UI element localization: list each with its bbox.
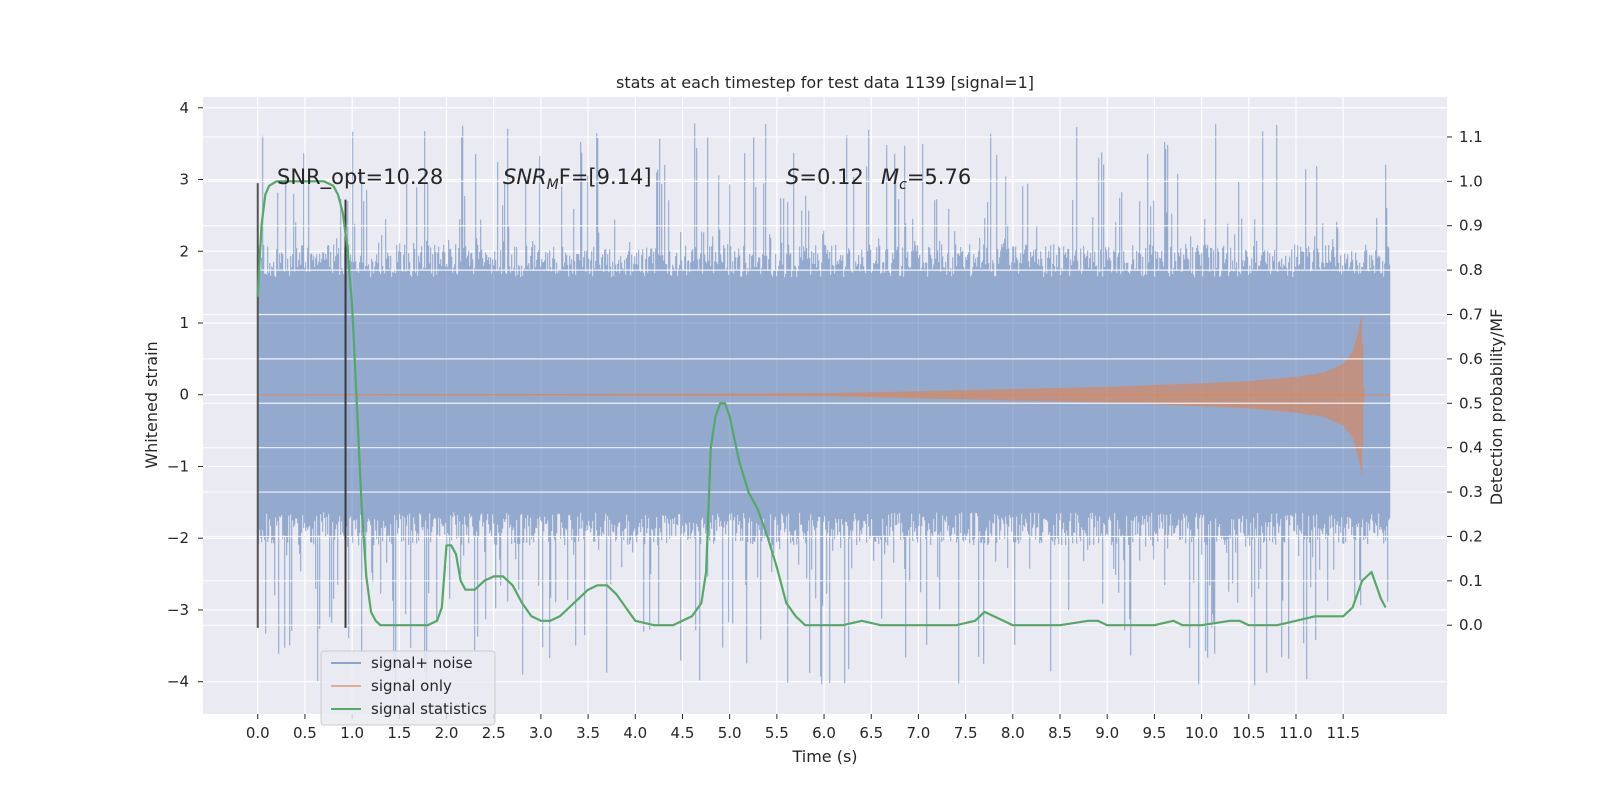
y-left-tick-label: 1	[179, 314, 189, 332]
x-tick-label: 7.5	[954, 724, 978, 742]
y-right-tick-label: 0.7	[1459, 306, 1483, 324]
x-tick-label: 11.5	[1326, 724, 1359, 742]
chart-title: stats at each timestep for test data 113…	[616, 73, 1034, 92]
x-tick-label: 10.0	[1185, 724, 1218, 742]
x-tick-label: 1.0	[340, 724, 364, 742]
x-tick-label: 10.5	[1232, 724, 1265, 742]
y-left-tick-label: 4	[179, 99, 189, 117]
y-left-tick-label: −1	[167, 457, 189, 475]
y-right-tick-label: 0.9	[1459, 217, 1483, 235]
y-left-tick-label: 2	[179, 242, 189, 260]
y-left-tick-label: 3	[179, 171, 189, 189]
annotation-s-var: S	[786, 165, 799, 189]
right-axis-grid-lines	[203, 136, 1447, 626]
y-left-tick-label: −3	[167, 601, 189, 619]
x-tick-label: 5.0	[718, 724, 742, 742]
x-tick-label: 4.5	[671, 724, 695, 742]
y-left-tick-label: 0	[179, 386, 189, 404]
x-tick-label: 9.5	[1142, 724, 1166, 742]
y-right-tick-label: 0.4	[1459, 439, 1483, 457]
y-right-tick-label: 0.6	[1459, 350, 1483, 368]
legend-label-signal-noise: signal+ noise	[371, 654, 473, 672]
series-signal-statistics	[256, 180, 1387, 627]
y-right-tick-label: 0.1	[1459, 572, 1483, 590]
y-right-tick-label: 1.1	[1459, 128, 1483, 146]
x-tick-label: 11.0	[1279, 724, 1312, 742]
y-right-tick-label: 0.0	[1459, 616, 1483, 634]
x-tick-label: 8.5	[1048, 724, 1072, 742]
annotation-snr-mf-base: SNR	[503, 165, 547, 189]
legend-label-signal-only: signal only	[371, 677, 452, 695]
annotation-mc-val: =5.76	[907, 165, 971, 189]
x-axis-label: Time (s)	[791, 747, 857, 766]
y-axis-label-left: Whitened strain	[142, 341, 161, 468]
x-tick-label: 8.0	[1001, 724, 1025, 742]
legend-box	[320, 650, 496, 726]
y-right-tick-label: 0.2	[1459, 527, 1483, 545]
x-tick-label: 0.5	[293, 724, 317, 742]
annotation-mc: Mc=5.76	[881, 165, 971, 193]
x-tick-label: 6.0	[812, 724, 836, 742]
y-right-tick-label: 1.0	[1459, 172, 1483, 190]
y-axis-label-right: Detection probability/MF	[1487, 309, 1506, 506]
x-tick-label: 4.0	[623, 724, 647, 742]
x-tick-label: 3.0	[529, 724, 553, 742]
annotation-snr-opt: SNR_opt=10.28	[277, 165, 443, 190]
annotation-snr-mf-rest: F=[9.14]	[559, 165, 652, 189]
x-tick-label: 1.5	[387, 724, 411, 742]
annotation-mc-sub: c	[899, 177, 907, 193]
x-tick-label: 2.5	[482, 724, 506, 742]
x-tick-label: 5.5	[765, 724, 789, 742]
annotation-s: S=0.12	[786, 165, 864, 189]
legend-label-signal-statistics: signal statistics	[371, 700, 487, 718]
annotation-s-val: =0.12	[799, 165, 863, 189]
y-right-tick-label: 0.5	[1459, 394, 1483, 412]
y-left-tick-label: −2	[167, 529, 189, 547]
annotation-snr-mf: SNRMF=[9.14]	[503, 165, 652, 193]
x-tick-label: 2.0	[435, 724, 459, 742]
y-left-tick-label: −4	[167, 673, 189, 691]
y-right-tick-label: 0.3	[1459, 483, 1483, 501]
x-tick-label: 7.0	[907, 724, 931, 742]
legend: signal+ noise signal only signal statist…	[320, 650, 496, 726]
statistics-layer	[256, 180, 1387, 628]
y-right-tick-label: 0.8	[1459, 261, 1483, 279]
annotation-snr-mf-sub: M	[547, 177, 559, 193]
x-tick-label: 0.0	[246, 724, 270, 742]
x-tick-label: 9.0	[1095, 724, 1119, 742]
tick-labels: 0.0 0.5 1.0 1.5 2.0 2.5 3.0 3.5 4.0 4.5 5.0 5.5 6.0 6…	[167, 99, 1483, 742]
annotation-mc-base: M	[881, 165, 899, 189]
x-tick-label: 6.5	[859, 724, 883, 742]
x-tick-label: 3.5	[576, 724, 600, 742]
